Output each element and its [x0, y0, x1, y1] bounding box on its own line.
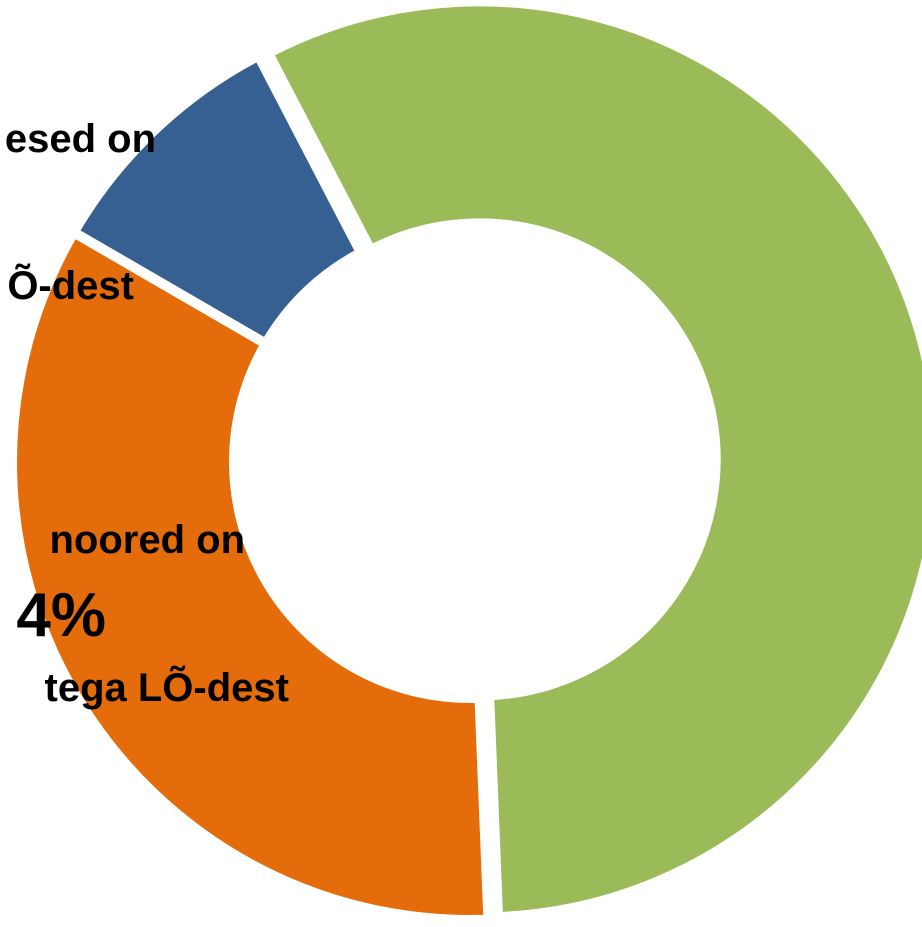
slice-green — [261, 0, 922, 923]
label-blue-line3: Õ-dest — [7, 262, 134, 308]
label-blue-line1: esed on — [5, 117, 156, 161]
labels-group: esed on Õ-dest noored on 4% tega LÕ-dest — [5, 117, 289, 710]
label-orange-line3: tega LÕ-dest — [45, 664, 289, 710]
label-orange-percent: 4% — [16, 581, 106, 650]
label-orange-line1: noored on — [49, 518, 245, 562]
slice-blue — [66, 49, 368, 351]
slices-group — [7, 0, 922, 925]
slice-orange — [7, 225, 494, 925]
